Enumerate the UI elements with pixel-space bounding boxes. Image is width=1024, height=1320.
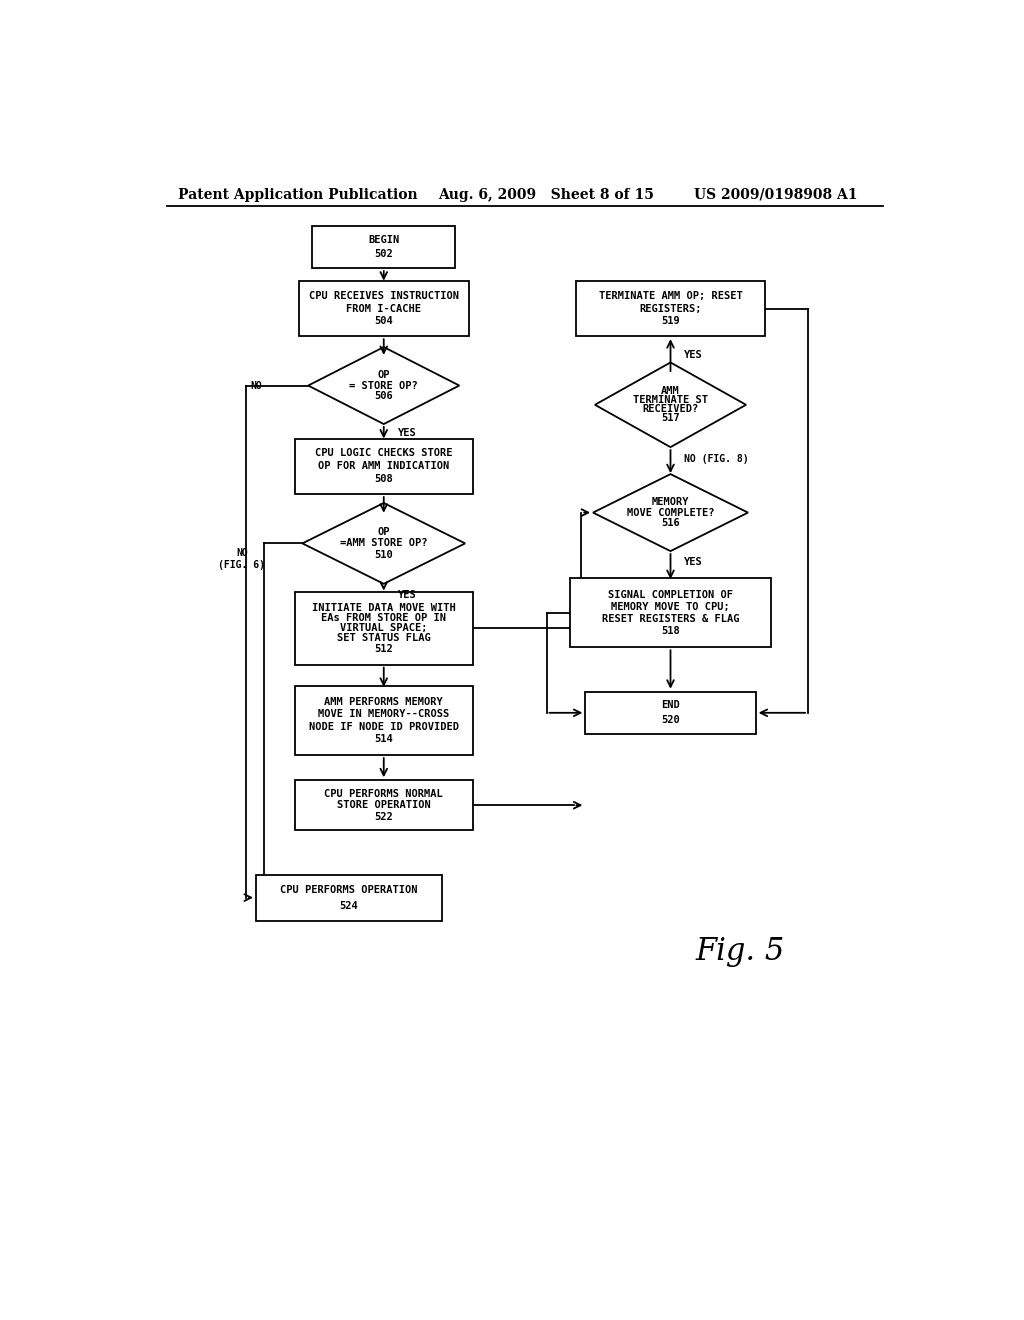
Bar xyxy=(295,591,473,665)
Text: 520: 520 xyxy=(662,715,680,725)
Bar xyxy=(295,780,473,830)
Text: NO (FIG. 8): NO (FIG. 8) xyxy=(684,454,750,463)
Bar xyxy=(295,438,473,494)
Text: 512: 512 xyxy=(375,644,393,653)
Text: CPU LOGIC CHECKS STORE: CPU LOGIC CHECKS STORE xyxy=(315,449,453,458)
Polygon shape xyxy=(593,474,748,552)
Text: SIGNAL COMPLETION OF: SIGNAL COMPLETION OF xyxy=(608,590,733,599)
Text: MEMORY: MEMORY xyxy=(651,496,689,507)
Text: OP: OP xyxy=(378,370,390,380)
Text: END: END xyxy=(662,701,680,710)
Text: 514: 514 xyxy=(375,734,393,743)
Text: Aug. 6, 2009   Sheet 8 of 15: Aug. 6, 2009 Sheet 8 of 15 xyxy=(438,187,654,202)
Text: 517: 517 xyxy=(662,413,680,424)
Text: TERMINATE AMM OP; RESET: TERMINATE AMM OP; RESET xyxy=(599,290,742,301)
Polygon shape xyxy=(302,503,465,583)
Text: 518: 518 xyxy=(662,626,680,636)
Bar xyxy=(312,226,456,268)
Text: NO: NO xyxy=(250,380,262,391)
Bar xyxy=(295,686,473,755)
Text: SET STATUS FLAG: SET STATUS FLAG xyxy=(337,634,431,643)
Text: YES: YES xyxy=(684,557,703,566)
Polygon shape xyxy=(595,363,746,447)
Text: VIRTUAL SPACE;: VIRTUAL SPACE; xyxy=(340,623,427,634)
Bar xyxy=(569,578,771,647)
Text: 508: 508 xyxy=(375,474,393,484)
Text: 519: 519 xyxy=(662,317,680,326)
Text: US 2009/0198908 A1: US 2009/0198908 A1 xyxy=(693,187,857,202)
Text: YES: YES xyxy=(397,590,417,599)
Text: BEGIN: BEGIN xyxy=(368,235,399,244)
Text: 502: 502 xyxy=(375,249,393,259)
Text: STORE OPERATION: STORE OPERATION xyxy=(337,800,431,810)
Text: CPU PERFORMS OPERATION: CPU PERFORMS OPERATION xyxy=(281,884,418,895)
Text: TERMINATE ST: TERMINATE ST xyxy=(633,396,708,405)
Text: NO
(FIG. 6): NO (FIG. 6) xyxy=(218,548,265,570)
Bar xyxy=(575,281,765,337)
Text: YES: YES xyxy=(397,428,417,438)
Text: OP: OP xyxy=(378,527,390,537)
Text: 524: 524 xyxy=(340,900,358,911)
Text: Fig. 5: Fig. 5 xyxy=(695,936,784,968)
Text: =AMM STORE OP?: =AMM STORE OP? xyxy=(340,539,427,548)
Bar xyxy=(299,281,469,337)
Text: AMM PERFORMS MEMORY: AMM PERFORMS MEMORY xyxy=(325,697,443,708)
Text: NODE IF NODE ID PROVIDED: NODE IF NODE ID PROVIDED xyxy=(309,722,459,731)
Polygon shape xyxy=(308,347,460,424)
Text: 522: 522 xyxy=(375,812,393,822)
Bar xyxy=(256,874,442,921)
Text: MEMORY MOVE TO CPU;: MEMORY MOVE TO CPU; xyxy=(611,602,730,611)
Text: = STORE OP?: = STORE OP? xyxy=(349,380,418,391)
Text: RECEIVED?: RECEIVED? xyxy=(642,404,698,414)
Text: CPU RECEIVES INSTRUCTION: CPU RECEIVES INSTRUCTION xyxy=(309,290,459,301)
Text: RESET REGISTERS & FLAG: RESET REGISTERS & FLAG xyxy=(602,614,739,624)
Text: EAs FROM STORE OP IN: EAs FROM STORE OP IN xyxy=(322,612,446,623)
Text: OP FOR AMM INDICATION: OP FOR AMM INDICATION xyxy=(318,462,450,471)
Text: 516: 516 xyxy=(662,519,680,528)
Text: INITIATE DATA MOVE WITH: INITIATE DATA MOVE WITH xyxy=(312,603,456,612)
Text: MOVE IN MEMORY--CROSS: MOVE IN MEMORY--CROSS xyxy=(318,709,450,719)
Text: 510: 510 xyxy=(375,549,393,560)
Text: 506: 506 xyxy=(375,391,393,401)
Text: Patent Application Publication: Patent Application Publication xyxy=(178,187,418,202)
Text: CPU PERFORMS NORMAL: CPU PERFORMS NORMAL xyxy=(325,788,443,799)
Text: YES: YES xyxy=(684,350,703,360)
Text: MOVE COMPLETE?: MOVE COMPLETE? xyxy=(627,508,715,517)
Text: 504: 504 xyxy=(375,317,393,326)
Bar xyxy=(586,692,756,734)
Text: FROM I-CACHE: FROM I-CACHE xyxy=(346,304,421,314)
Text: AMM: AMM xyxy=(662,387,680,396)
Text: REGISTERS;: REGISTERS; xyxy=(639,304,701,314)
